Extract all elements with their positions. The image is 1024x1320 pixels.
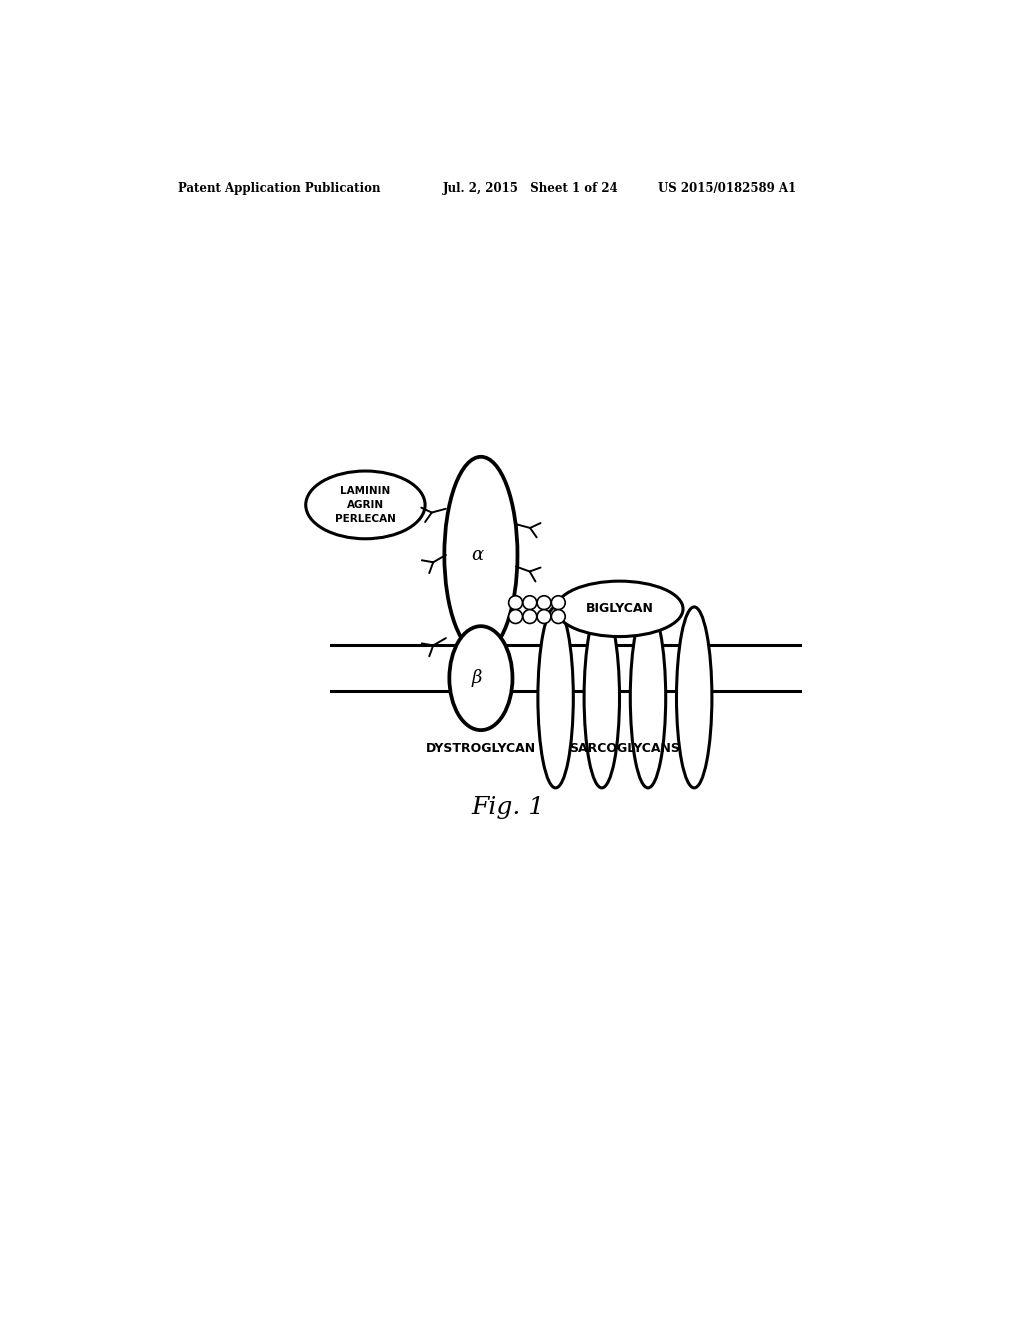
Text: US 2015/0182589 A1: US 2015/0182589 A1 bbox=[658, 182, 796, 194]
Ellipse shape bbox=[584, 607, 620, 788]
Circle shape bbox=[551, 610, 565, 623]
Text: DYSTROGLYCAN: DYSTROGLYCAN bbox=[426, 742, 536, 755]
Circle shape bbox=[538, 610, 551, 623]
Text: BIGLYCAN: BIGLYCAN bbox=[586, 602, 653, 615]
Text: SARCOGLYCANS: SARCOGLYCANS bbox=[569, 742, 680, 755]
Circle shape bbox=[509, 595, 522, 610]
Ellipse shape bbox=[556, 581, 683, 636]
Text: β: β bbox=[472, 669, 482, 688]
Ellipse shape bbox=[450, 626, 512, 730]
Circle shape bbox=[523, 595, 537, 610]
Ellipse shape bbox=[677, 607, 712, 788]
Ellipse shape bbox=[631, 607, 666, 788]
Ellipse shape bbox=[306, 471, 425, 539]
Text: Jul. 2, 2015   Sheet 1 of 24: Jul. 2, 2015 Sheet 1 of 24 bbox=[442, 182, 618, 194]
Circle shape bbox=[538, 595, 551, 610]
Text: Patent Application Publication: Patent Application Publication bbox=[178, 182, 381, 194]
Text: LAMININ
AGRIN
PERLECAN: LAMININ AGRIN PERLECAN bbox=[335, 486, 396, 524]
Ellipse shape bbox=[538, 607, 573, 788]
Text: Fig. 1: Fig. 1 bbox=[471, 796, 545, 818]
Circle shape bbox=[551, 595, 565, 610]
Text: α: α bbox=[471, 546, 483, 564]
Circle shape bbox=[523, 610, 537, 623]
Circle shape bbox=[509, 610, 522, 623]
Ellipse shape bbox=[444, 457, 517, 653]
